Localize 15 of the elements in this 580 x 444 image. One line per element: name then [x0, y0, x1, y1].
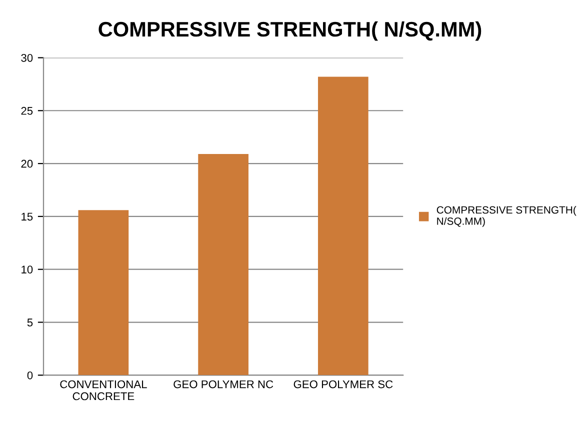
y-tick-label: 10: [22, 266, 33, 274]
x-tick-label: CONVENTIONAL CONCRETE: [60, 380, 147, 400]
chart-title: COMPRESSIVE STRENGTH( N/SQ.MM): [98, 21, 482, 41]
bar: [78, 210, 129, 376]
y-tick-label: 25: [21, 106, 33, 115]
x-tick-label: GEO POLYMER SC: [294, 380, 393, 388]
y-tick-label: 20: [21, 160, 33, 168]
bar: [198, 154, 248, 376]
legend-label: COMPRESSIVE STRENGTH( N/SQ.MM): [436, 206, 576, 227]
y-tick-label: 5: [27, 318, 33, 326]
y-tick-label: 30: [21, 54, 33, 62]
bar: [318, 76, 368, 376]
y-tick-label: 15: [22, 212, 33, 221]
x-tick-label: GEO POLYMER NC: [174, 380, 274, 388]
y-tick-label: 0: [27, 371, 33, 380]
